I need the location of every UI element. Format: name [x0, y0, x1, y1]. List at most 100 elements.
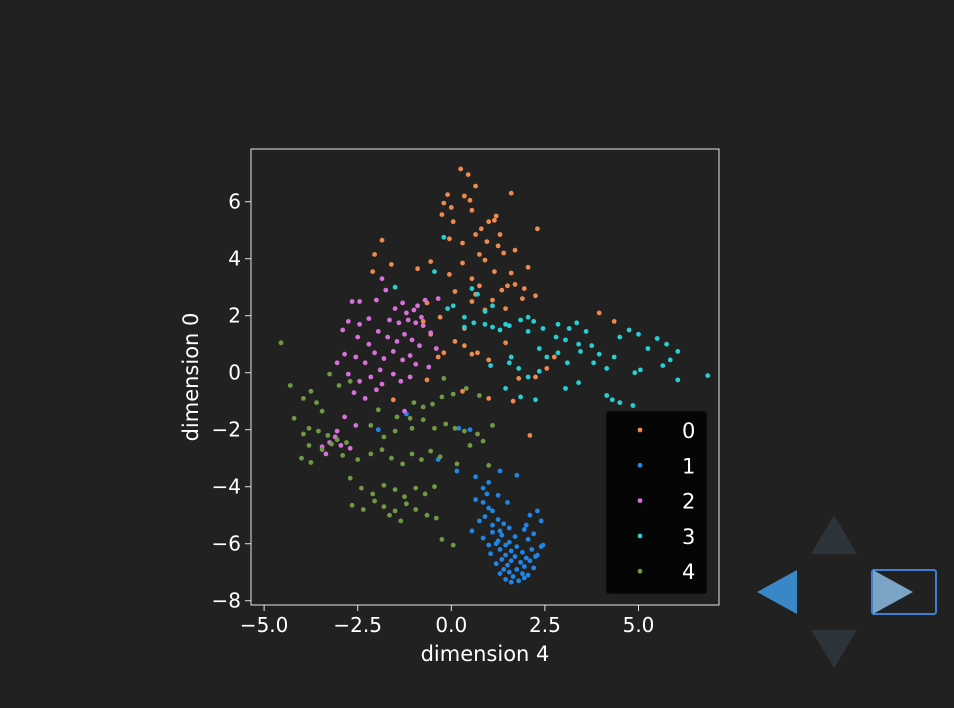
point-series-2 — [381, 356, 387, 361]
point-series-4 — [316, 428, 321, 434]
x-tick-label: −2.5 — [333, 613, 382, 637]
point-series-3 — [469, 286, 475, 291]
point-series-0 — [441, 350, 447, 356]
point-series-4 — [422, 491, 428, 497]
point-series-0 — [484, 239, 490, 245]
point-series-3 — [705, 373, 711, 378]
point-series-2 — [351, 390, 357, 396]
point-series-3 — [638, 367, 643, 373]
point-series-2 — [374, 387, 379, 393]
triangle-down-icon[interactable] — [811, 630, 857, 668]
point-series-3 — [667, 357, 673, 363]
navigation-pad — [757, 515, 937, 668]
point-series-3 — [497, 327, 503, 333]
point-series-0 — [492, 269, 497, 274]
point-series-2 — [392, 306, 398, 311]
point-series-1 — [477, 518, 482, 524]
point-series-1 — [493, 541, 499, 547]
triangle-up-icon[interactable] — [811, 515, 857, 554]
point-series-0 — [525, 264, 531, 270]
point-series-1 — [529, 547, 535, 552]
point-series-0 — [477, 252, 482, 257]
point-series-1 — [514, 567, 520, 572]
point-series-4 — [319, 408, 325, 414]
point-series-4 — [475, 431, 480, 437]
point-series-3 — [471, 320, 477, 326]
point-series-0 — [492, 217, 497, 223]
point-series-2 — [407, 374, 413, 380]
point-series-3 — [525, 374, 531, 380]
point-series-0 — [460, 260, 465, 266]
point-series-4 — [450, 542, 456, 548]
point-series-1 — [521, 527, 527, 532]
point-series-0 — [486, 219, 492, 225]
point-series-2 — [342, 414, 347, 420]
point-series-4 — [349, 502, 355, 508]
point-series-3 — [611, 354, 617, 360]
point-series-3 — [574, 320, 580, 326]
triangle-left-icon[interactable] — [757, 570, 797, 614]
point-series-1 — [523, 522, 529, 528]
point-series-3 — [506, 360, 512, 366]
point-series-4 — [433, 515, 439, 521]
point-series-0 — [520, 296, 525, 301]
point-series-1 — [493, 561, 499, 567]
point-series-4 — [327, 371, 332, 377]
point-series-3 — [555, 350, 561, 356]
point-series-2 — [372, 350, 377, 356]
y-tick-label: 6 — [228, 190, 241, 214]
point-series-3 — [516, 366, 522, 371]
point-series-2 — [377, 367, 383, 373]
point-series-2 — [368, 374, 374, 380]
point-series-1 — [523, 555, 529, 561]
point-series-4 — [394, 414, 400, 420]
point-series-0 — [448, 205, 454, 210]
point-series-4 — [407, 415, 413, 421]
point-series-2 — [375, 329, 381, 334]
point-series-1 — [499, 557, 505, 562]
point-series-0 — [493, 213, 499, 219]
point-series-4 — [439, 394, 445, 400]
point-series-1 — [518, 559, 523, 565]
point-series-1 — [482, 514, 488, 519]
point-series-3 — [445, 306, 450, 311]
point-series-3 — [596, 351, 602, 357]
point-series-1 — [456, 425, 462, 431]
point-series-4 — [392, 487, 398, 492]
point-series-2 — [366, 316, 372, 321]
point-series-0 — [533, 374, 538, 380]
point-series-4 — [392, 428, 398, 434]
point-series-0 — [462, 193, 467, 199]
point-series-3 — [604, 366, 610, 371]
point-series-4 — [368, 423, 374, 428]
point-series-2 — [417, 343, 422, 349]
y-tick-label: 0 — [228, 361, 241, 385]
point-series-4 — [389, 455, 394, 461]
point-series-2 — [428, 330, 434, 336]
point-series-2 — [398, 378, 404, 384]
point-series-3 — [636, 331, 641, 337]
point-series-2 — [362, 360, 368, 366]
y-tick-label: 4 — [228, 247, 241, 271]
point-series-3 — [488, 363, 493, 368]
point-series-0 — [379, 237, 385, 243]
nav-right-button[interactable] — [871, 569, 937, 615]
point-series-2 — [396, 320, 402, 326]
point-series-1 — [514, 472, 520, 478]
point-series-3 — [482, 309, 488, 314]
point-series-3 — [518, 394, 523, 400]
point-series-0 — [452, 339, 458, 344]
point-series-3 — [503, 386, 508, 391]
point-series-3 — [617, 334, 623, 340]
point-series-0 — [460, 240, 465, 246]
point-series-2 — [362, 396, 368, 401]
point-series-2 — [366, 341, 372, 347]
point-series-1 — [486, 542, 492, 548]
point-series-1 — [512, 534, 518, 539]
point-series-3 — [490, 324, 495, 330]
point-series-4 — [443, 421, 449, 427]
nav-right-highlight — [871, 569, 937, 615]
point-series-1 — [535, 508, 540, 514]
point-series-3 — [441, 234, 447, 240]
